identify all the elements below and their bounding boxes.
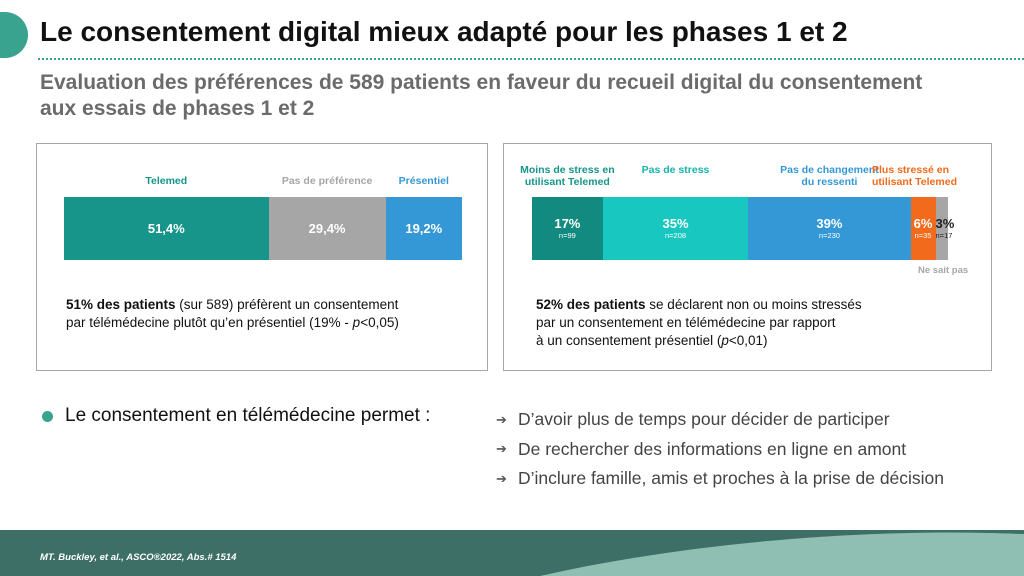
benefit-text: De rechercher des informations en ligne … xyxy=(518,438,907,459)
bar-segment-label-line1: Plus stressé en xyxy=(872,164,950,176)
bar-segment-value: 19,2% xyxy=(405,220,443,236)
bar-segment-label-line1: Pas de changement xyxy=(780,164,879,176)
benefit-item: ➔ D’avoir plus de temps pour décider de … xyxy=(496,405,944,435)
benefit-item: ➔ D’inclure famille, amis et proches à l… xyxy=(496,464,944,494)
benefit-item: ➔ De rechercher des informations en lign… xyxy=(496,435,944,465)
bullet-text: Le consentement en télémédecine permet : xyxy=(65,405,431,426)
stress-panel: Moins de stress en utilisant Telemed Pas d… xyxy=(503,143,992,371)
stress-summary-line3b: <0,01) xyxy=(728,333,768,348)
bar-segment: 51,4% xyxy=(64,197,269,260)
preference-summary-line1: (sur 589) préfèrent un consentement xyxy=(175,297,399,312)
slide-subtitle: Evaluation des préférences de 589 patien… xyxy=(40,70,1000,122)
footer-wave xyxy=(0,530,1024,576)
corner-accent-shape xyxy=(0,12,28,58)
bar-segment-label-line1: Moins de stress en xyxy=(520,164,615,176)
arrow-right-icon: ➔ xyxy=(496,470,507,486)
bar-segment: 39% n=230 xyxy=(748,197,911,260)
bar-segment-label: Pas de changement du ressenti xyxy=(769,164,889,188)
benefit-list: ➔ D’avoir plus de temps pour décider de … xyxy=(496,405,944,494)
subtitle-line-2: aux essais de phases 1 et 2 xyxy=(40,97,315,120)
bar-segment: 3% n=17 xyxy=(935,197,954,260)
preference-summary-bold: 51% des patients xyxy=(66,297,176,312)
bar-segment-label: Pas de stress xyxy=(616,164,736,176)
bar-segment: 35% n=208 xyxy=(602,197,749,260)
arrow-right-icon: ➔ xyxy=(496,411,507,427)
bullet-point: Le consentement en télémédecine permet : xyxy=(42,405,430,427)
bar-segment-label-line2: utilisant Telemed xyxy=(872,176,957,188)
bar-segment-count: n=35 xyxy=(914,230,932,240)
bar-segment-label: Moins de stress en utilisant Telemed xyxy=(507,164,627,188)
preference-summary-line2a: par télémédecine plutôt qu’en présentiel… xyxy=(66,315,353,330)
bar-segment-label: Pas de préférence xyxy=(281,175,373,187)
bar-segment-count: n=230 xyxy=(818,230,840,240)
stress-summary-line1: se déclarent non ou moins stressés xyxy=(645,297,862,312)
stress-summary-line3a: à un consentement présentiel ( xyxy=(536,333,722,348)
bar-segment: 19,2% xyxy=(385,197,462,260)
subtitle-line-1: Evaluation des préférences de 589 patien… xyxy=(40,71,923,94)
preference-panel: Telemed Pas de préférence Présentiel 51,4%… xyxy=(36,143,488,371)
bar-segment: 17% n=99 xyxy=(532,197,603,260)
stress-summary-p: p xyxy=(721,333,729,348)
bar-segment: 29,4% xyxy=(268,197,386,260)
bar-segment-value: 17% xyxy=(554,215,581,231)
bar-segment-value: 3% xyxy=(935,215,955,231)
ne-sait-pas-label: Ne sait pas xyxy=(918,265,969,276)
bar-segment-label: Présentiel xyxy=(398,175,449,187)
bar-segment-value: 39% xyxy=(816,215,843,231)
slide-title: Le consentement digital mieux adapté pou… xyxy=(40,16,848,47)
citation: MT. Buckley, et al., ASCO®2022, Abs.# 15… xyxy=(40,552,237,563)
bar-segment-count: n=17 xyxy=(935,230,953,240)
preference-summary: 51% des patients (sur 589) préfèrent un … xyxy=(66,296,476,332)
bar-segment-count: n=208 xyxy=(664,230,687,240)
footer-band xyxy=(0,530,1024,576)
bar-segment-count: n=99 xyxy=(558,230,576,240)
preference-summary-p: p xyxy=(352,315,361,330)
bar-segment-value: 6% xyxy=(913,215,933,231)
title-divider xyxy=(38,58,1024,60)
stress-summary-line2: par un consentement en télémédecine par … xyxy=(536,315,836,330)
stress-summary: 52% des patients se déclarent non ou moi… xyxy=(536,296,976,350)
bar-segment: 6% n=35 xyxy=(910,197,936,260)
arrow-right-icon: ➔ xyxy=(496,441,507,457)
bar-segment-label: Telemed xyxy=(145,175,188,187)
bar-segment-value: 35% xyxy=(662,215,689,231)
bar-segment-label-line2: du ressenti xyxy=(801,176,858,188)
bar-segment-label-line2: utilisant Telemed xyxy=(524,176,610,188)
bar-segment-label-line1: Pas de stress xyxy=(641,164,710,176)
bullet-dot-icon xyxy=(42,410,53,422)
preference-summary-line2b: <0,05) xyxy=(360,315,399,330)
stress-summary-bold: 52% des patients xyxy=(536,297,646,312)
bar-segment-label: Plus stressé en utilisant Telemed xyxy=(872,164,992,188)
bar-segment-value: 51,4% xyxy=(147,220,185,236)
bar-segment-value: 29,4% xyxy=(308,220,346,236)
benefit-text: D’avoir plus de temps pour décider de pa… xyxy=(518,409,890,430)
benefit-text: D’inclure famille, amis et proches à la … xyxy=(518,468,945,489)
